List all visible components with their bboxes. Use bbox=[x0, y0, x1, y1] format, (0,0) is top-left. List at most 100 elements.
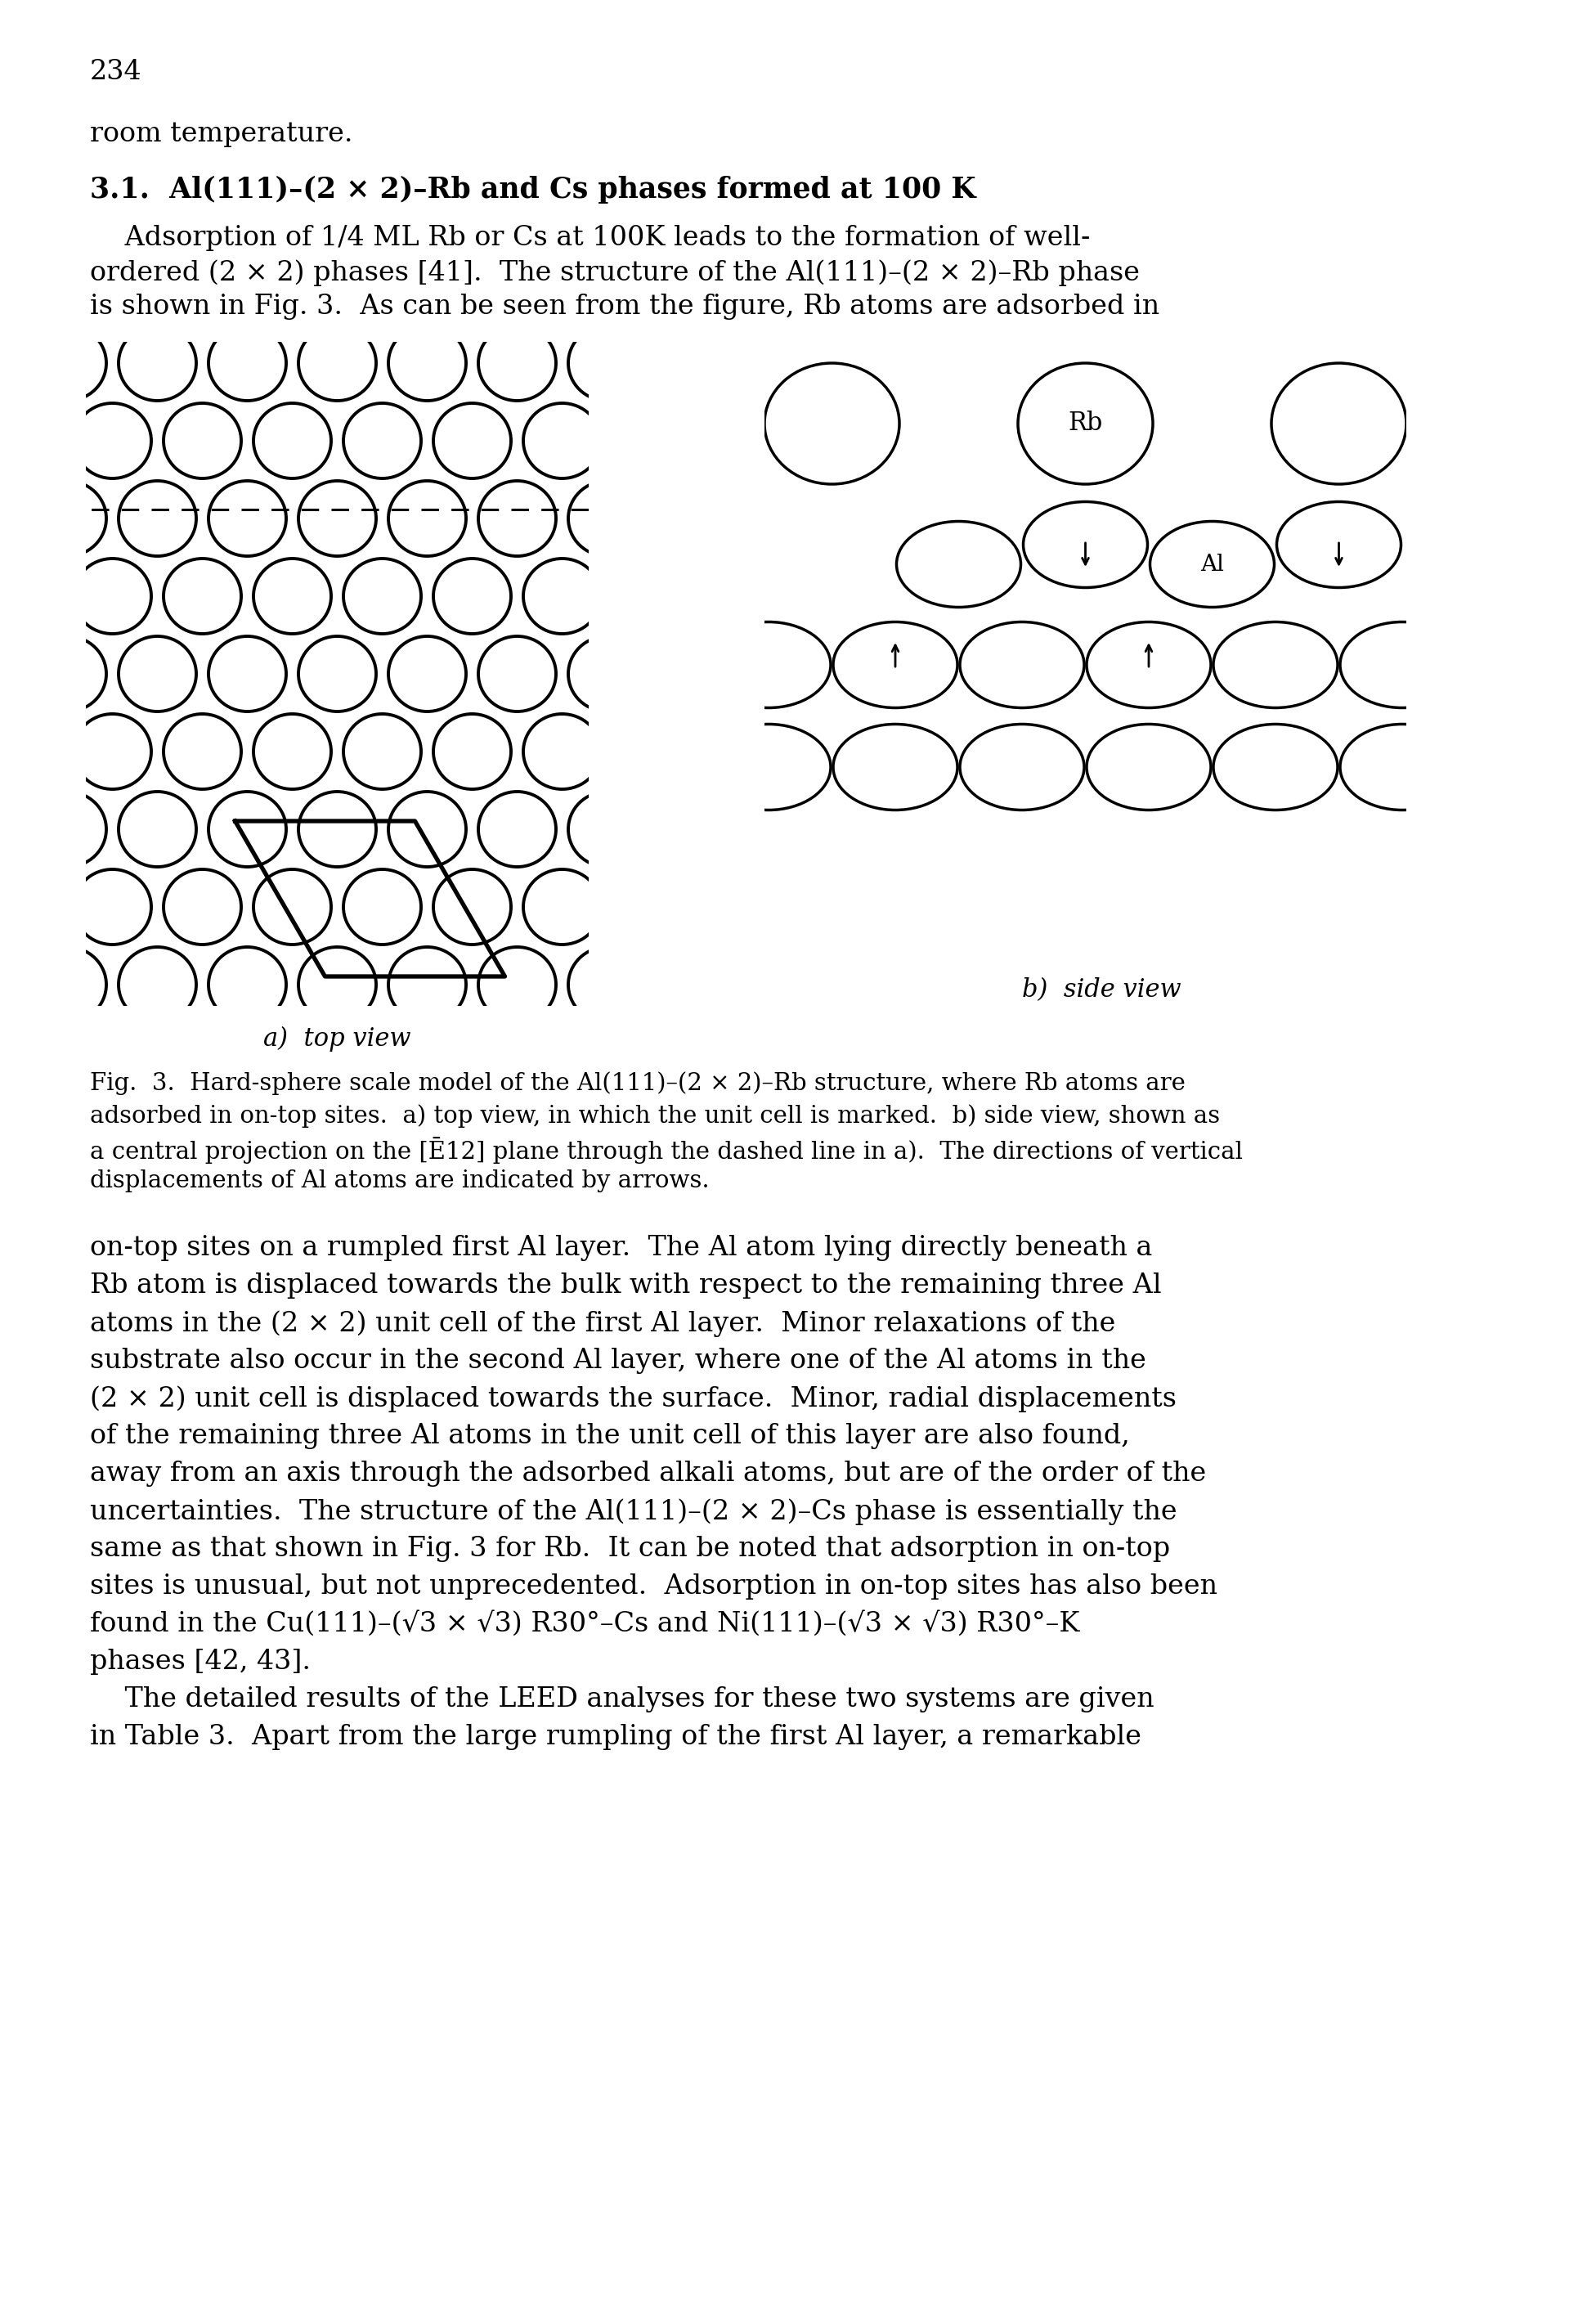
Ellipse shape bbox=[959, 623, 1084, 708]
Text: Al: Al bbox=[1200, 554, 1224, 574]
Ellipse shape bbox=[388, 480, 466, 556]
Ellipse shape bbox=[254, 247, 330, 323]
Ellipse shape bbox=[568, 480, 646, 556]
Ellipse shape bbox=[613, 870, 691, 944]
Text: displacements of Al atoms are indicated by arrows.: displacements of Al atoms are indicated … bbox=[89, 1170, 709, 1193]
Ellipse shape bbox=[298, 637, 377, 711]
Ellipse shape bbox=[163, 558, 241, 634]
Text: is shown in Fig. 3.  As can be seen from the figure, Rb atoms are adsorbed in: is shown in Fig. 3. As can be seen from … bbox=[89, 293, 1159, 321]
Ellipse shape bbox=[388, 325, 466, 401]
Text: phases [42, 43].: phases [42, 43]. bbox=[89, 1650, 311, 1675]
Ellipse shape bbox=[254, 404, 330, 478]
Ellipse shape bbox=[118, 946, 196, 1022]
Text: on-top sites on a rumpled first Al layer.  The Al atom lying directly beneath a: on-top sites on a rumpled first Al layer… bbox=[89, 1234, 1152, 1262]
Ellipse shape bbox=[163, 1024, 241, 1100]
Ellipse shape bbox=[254, 558, 330, 634]
Ellipse shape bbox=[73, 247, 152, 323]
Text: found in the Cu(111)–(√3 × √3) R30°–Cs and Ni(111)–(√3 × √3) R30°–K: found in the Cu(111)–(√3 × √3) R30°–Cs a… bbox=[89, 1610, 1079, 1638]
Ellipse shape bbox=[29, 325, 107, 401]
Text: sites is unusual, but not unprecedented.  Adsorption in on-top sites has also be: sites is unusual, but not unprecedented.… bbox=[89, 1573, 1218, 1599]
Ellipse shape bbox=[833, 724, 958, 810]
Ellipse shape bbox=[568, 791, 646, 867]
Ellipse shape bbox=[479, 946, 555, 1022]
Ellipse shape bbox=[29, 791, 107, 867]
Ellipse shape bbox=[163, 247, 241, 323]
Ellipse shape bbox=[568, 637, 646, 711]
Ellipse shape bbox=[73, 870, 152, 944]
Text: Fig.  3.  Hard-sphere scale model of the Al(111)–(2 × 2)–Rb structure, where Rb : Fig. 3. Hard-sphere scale model of the A… bbox=[89, 1070, 1186, 1096]
Ellipse shape bbox=[209, 637, 286, 711]
Ellipse shape bbox=[163, 713, 241, 789]
Ellipse shape bbox=[73, 1024, 152, 1100]
Ellipse shape bbox=[434, 713, 511, 789]
Ellipse shape bbox=[959, 724, 1084, 810]
Text: of the remaining three Al atoms in the unit cell of this layer are also found,: of the remaining three Al atoms in the u… bbox=[89, 1423, 1130, 1449]
Ellipse shape bbox=[523, 870, 602, 944]
Ellipse shape bbox=[343, 404, 421, 478]
Ellipse shape bbox=[568, 325, 646, 401]
Text: 3.1.  Al(111)–(2 × 2)–Rb and Cs phases formed at 100 K: 3.1. Al(111)–(2 × 2)–Rb and Cs phases fo… bbox=[89, 175, 975, 203]
Ellipse shape bbox=[29, 637, 107, 711]
Ellipse shape bbox=[1272, 362, 1406, 484]
Ellipse shape bbox=[764, 362, 900, 484]
Ellipse shape bbox=[298, 791, 377, 867]
Ellipse shape bbox=[613, 558, 691, 634]
Text: away from an axis through the adsorbed alkali atoms, but are of the order of the: away from an axis through the adsorbed a… bbox=[89, 1460, 1207, 1486]
Ellipse shape bbox=[298, 946, 377, 1022]
Ellipse shape bbox=[343, 870, 421, 944]
Ellipse shape bbox=[73, 558, 152, 634]
Ellipse shape bbox=[1087, 724, 1211, 810]
Ellipse shape bbox=[0, 713, 61, 789]
Ellipse shape bbox=[163, 404, 241, 478]
Ellipse shape bbox=[1151, 521, 1274, 607]
Ellipse shape bbox=[254, 870, 330, 944]
Ellipse shape bbox=[209, 325, 286, 401]
Ellipse shape bbox=[343, 713, 421, 789]
Ellipse shape bbox=[298, 480, 377, 556]
Ellipse shape bbox=[897, 521, 1021, 607]
Ellipse shape bbox=[343, 558, 421, 634]
Ellipse shape bbox=[479, 791, 555, 867]
Text: Rb: Rb bbox=[1068, 411, 1103, 436]
Ellipse shape bbox=[0, 247, 61, 323]
Ellipse shape bbox=[118, 480, 196, 556]
Ellipse shape bbox=[613, 247, 691, 323]
Ellipse shape bbox=[1341, 623, 1465, 708]
Ellipse shape bbox=[1213, 623, 1337, 708]
Text: a central projection on the [Ē12] plane through the dashed line in a).  The dire: a central projection on the [Ē12] plane … bbox=[89, 1137, 1243, 1163]
Ellipse shape bbox=[118, 325, 196, 401]
Ellipse shape bbox=[707, 724, 830, 810]
Ellipse shape bbox=[388, 637, 466, 711]
Ellipse shape bbox=[434, 558, 511, 634]
Ellipse shape bbox=[209, 946, 286, 1022]
Ellipse shape bbox=[1277, 501, 1401, 588]
Text: same as that shown in Fig. 3 for Rb.  It can be noted that adsorption in on-top: same as that shown in Fig. 3 for Rb. It … bbox=[89, 1536, 1170, 1562]
Ellipse shape bbox=[73, 713, 152, 789]
Ellipse shape bbox=[0, 1024, 61, 1100]
Ellipse shape bbox=[73, 404, 152, 478]
Ellipse shape bbox=[254, 713, 330, 789]
Ellipse shape bbox=[479, 637, 555, 711]
Text: in Table 3.  Apart from the large rumpling of the first Al layer, a remarkable: in Table 3. Apart from the large rumplin… bbox=[89, 1723, 1141, 1751]
Text: substrate also occur in the second Al layer, where one of the Al atoms in the: substrate also occur in the second Al la… bbox=[89, 1347, 1146, 1375]
Ellipse shape bbox=[388, 946, 466, 1022]
Ellipse shape bbox=[0, 870, 61, 944]
Ellipse shape bbox=[707, 623, 830, 708]
Ellipse shape bbox=[523, 1024, 602, 1100]
Ellipse shape bbox=[523, 404, 602, 478]
Ellipse shape bbox=[434, 404, 511, 478]
Text: Rb atom is displaced towards the bulk with respect to the remaining three Al: Rb atom is displaced towards the bulk wi… bbox=[89, 1273, 1162, 1299]
Ellipse shape bbox=[29, 946, 107, 1022]
Ellipse shape bbox=[1341, 724, 1465, 810]
Text: room temperature.: room temperature. bbox=[89, 120, 353, 148]
Text: ordered (2 × 2) phases [41].  The structure of the Al(111)–(2 × 2)–Rb phase: ordered (2 × 2) phases [41]. The structu… bbox=[89, 258, 1140, 286]
Ellipse shape bbox=[298, 325, 377, 401]
Ellipse shape bbox=[434, 870, 511, 944]
Ellipse shape bbox=[343, 247, 421, 323]
Ellipse shape bbox=[434, 247, 511, 323]
Ellipse shape bbox=[833, 623, 958, 708]
Ellipse shape bbox=[0, 558, 61, 634]
Ellipse shape bbox=[209, 480, 286, 556]
Text: adsorbed in on-top sites.  a) top view, in which the unit cell is marked.  b) si: adsorbed in on-top sites. a) top view, i… bbox=[89, 1105, 1219, 1128]
Text: uncertainties.  The structure of the Al(111)–(2 × 2)–Cs phase is essentially the: uncertainties. The structure of the Al(1… bbox=[89, 1497, 1178, 1525]
